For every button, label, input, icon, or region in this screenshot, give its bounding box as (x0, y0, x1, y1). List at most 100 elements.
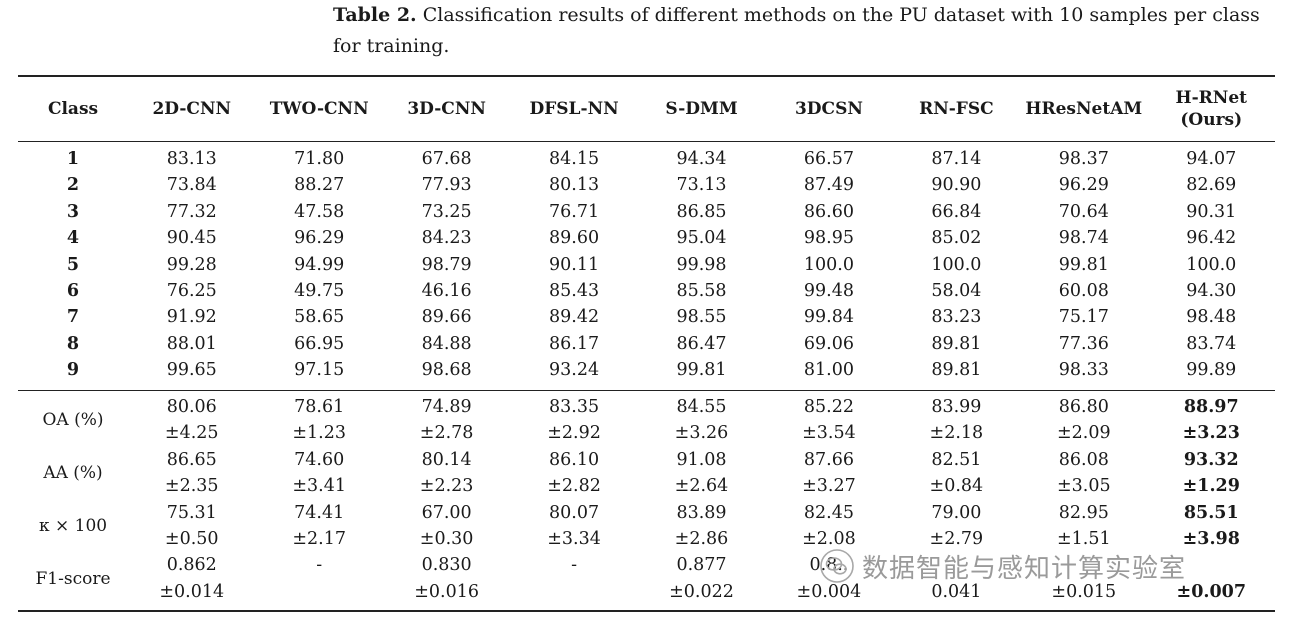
column-header: RN-FSC (919, 99, 994, 119)
table-cell: 99.48 (803, 281, 854, 302)
table-row: 1 83.13 71.80 67.68 84.15 94.34 66.57 87.14 98.3… (18, 146, 1275, 172)
table-cell: 73.84 (166, 175, 217, 196)
table-cell: 82.45 (803, 502, 854, 523)
table-cell: 0.830 (421, 555, 472, 576)
table-cell: ±2.17 (292, 529, 346, 550)
top-rule (18, 75, 1275, 77)
table-cell: 73.25 (421, 201, 472, 222)
row-label: OA (%) (42, 410, 104, 431)
table-cell: 82.95 (1058, 502, 1109, 523)
table-cell: 76.71 (549, 201, 600, 222)
table-cell: ±2.79 (929, 529, 984, 550)
header-rule (18, 141, 1275, 142)
table-cell: 82.51 (931, 449, 982, 470)
table-cell: 100.0 (931, 254, 982, 275)
table-cell: ±3.05 (1056, 476, 1111, 497)
table-cell: ±0.007 (1176, 581, 1246, 602)
table-cell: 83.74 (1186, 333, 1237, 354)
table-cell: 76.25 (166, 281, 217, 302)
metric-results-table: OA (%) 80.06 78.61 74.89 83.35 84.55 85.22 83.9… (18, 394, 1275, 605)
watermark-text: 数据智能与感知计算实验室 (862, 553, 1187, 584)
table-cell: 98.33 (1058, 360, 1109, 381)
table-cell: ±2.82 (547, 476, 601, 497)
bottom-rule (18, 610, 1275, 612)
table-cell: 58.04 (931, 281, 982, 302)
column-header: 2D-CNN (152, 99, 232, 119)
table-cell (255, 579, 382, 605)
table-cell: 67.00 (421, 502, 472, 523)
table-cell: ±2.35 (164, 476, 219, 497)
table-cell: 47.58 (294, 201, 345, 222)
row-label: 5 (66, 254, 80, 275)
table-cell: ±1.23 (292, 423, 346, 444)
table-cell: 84.88 (421, 333, 472, 354)
table-cell: 98.74 (1058, 228, 1109, 249)
table-cell: 84.15 (549, 149, 600, 169)
table-cell: ±2.64 (674, 476, 729, 497)
table-cell: ±2.23 (419, 476, 474, 497)
table-header: Class 2D-CNN TWO-CNN 3D-CNN DFSL-NN S-DMM 3DCS… (18, 79, 1275, 139)
table-cell: 98.95 (803, 228, 854, 249)
table-row: ±0.014 ±0.016 ±0.022 ±0.004 0.041 ±0.015 ±0.00… (18, 579, 1275, 605)
table-cell: 85.51 (1183, 502, 1239, 523)
table-cell: ±3.54 (802, 423, 856, 444)
table-cell: ±0.016 (414, 581, 479, 602)
table-cell: 85.22 (803, 397, 854, 417)
table-cell: 74.89 (421, 397, 472, 417)
row-label: 8 (66, 333, 80, 354)
table-cell: 67.68 (421, 149, 472, 169)
table-cell: 81.00 (803, 360, 854, 381)
table-cell: 80.07 (549, 502, 600, 523)
table-cell: 71.80 (294, 149, 345, 169)
row-label: F1-score (35, 568, 111, 589)
column-header: TWO-CNN (269, 99, 369, 119)
table-cell: 99.89 (1186, 360, 1237, 381)
table-cell: 96.42 (1186, 228, 1237, 249)
table-cell: 86.65 (166, 449, 217, 470)
row-label: 9 (66, 360, 80, 381)
row-label: 3 (66, 201, 80, 222)
table-cell: 86.10 (549, 449, 600, 470)
row-label: 2 (66, 175, 80, 196)
table-row: AA (%) 86.65 74.60 80.14 86.10 91.08 87.66 82.5… (18, 447, 1275, 483)
table-cell: 78.61 (294, 397, 345, 417)
table-caption: Table 2. Classification results of diffe… (333, 0, 1283, 62)
table-cell: ±0.014 (159, 581, 225, 602)
table-cell: 89.66 (421, 307, 472, 328)
table-cell: 94.07 (1186, 149, 1237, 169)
table-cell: 91.08 (676, 449, 727, 470)
table-cell: 73.13 (676, 175, 727, 196)
table-cell: 80.13 (549, 175, 600, 196)
metrics-rule (18, 390, 1275, 391)
row-label: 6 (66, 281, 80, 302)
column-header: DFSL-NN (529, 99, 619, 119)
table-cell: ±0.022 (669, 581, 734, 602)
row-label: 7 (66, 307, 80, 328)
table-cell: 96.29 (294, 228, 345, 249)
table-cell: 89.42 (549, 307, 600, 328)
table-cell: 87.49 (803, 175, 854, 196)
table-cell: 83.13 (166, 149, 217, 169)
table-cell: 46.16 (421, 281, 472, 302)
table-cell: 80.14 (421, 449, 472, 470)
table-cell: 89.81 (931, 360, 982, 381)
wechat-icon (820, 549, 854, 583)
table-cell: 94.34 (676, 149, 727, 169)
table-row: 4 90.45 96.29 84.23 89.60 95.04 98.95 85.02 98.7… (18, 225, 1275, 251)
table-cell: 93.32 (1183, 449, 1239, 470)
table-cell: 74.60 (294, 449, 345, 470)
table-cell: ±0.30 (419, 529, 474, 550)
column-header: H-RNet (Ours) (1175, 88, 1247, 130)
table-row: ±4.25 ±1.23 ±2.78 ±2.92 ±3.26 ±3.54 ±2.18 ±2.09… (18, 420, 1275, 446)
table-row: 3 77.32 47.58 73.25 76.71 86.85 86.60 66.84 70.6… (18, 199, 1275, 225)
table-cell: 90.45 (166, 228, 217, 249)
header-row: Class 2D-CNN TWO-CNN 3D-CNN DFSL-NN S-DMM 3DCS… (18, 79, 1275, 139)
table-cell: 86.17 (549, 333, 600, 354)
table-cell: 79.00 (931, 502, 982, 523)
table-cell: 98.68 (421, 360, 472, 381)
table-row: 5 99.28 94.99 98.79 90.11 99.98 100.0 100.0 99.8… (18, 252, 1275, 278)
table-cell: 98.79 (421, 254, 472, 275)
table-cell: 82.69 (1186, 175, 1237, 196)
table-cell: ±0.84 (929, 476, 984, 497)
table-cell: 98.37 (1058, 149, 1109, 169)
